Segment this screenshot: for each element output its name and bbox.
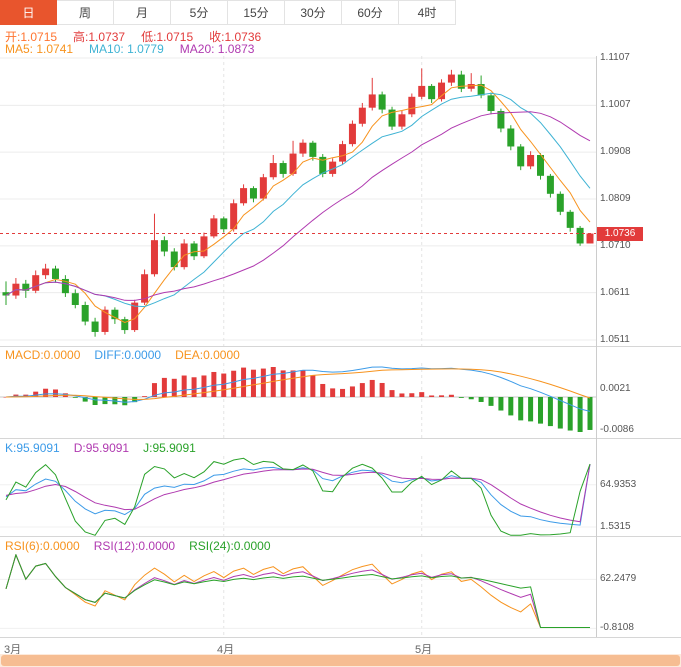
- low-readout: 低:1.0715: [141, 30, 194, 44]
- dea-readout: DEA:0.0000: [175, 348, 240, 362]
- macd-histogram: [3, 367, 593, 432]
- rsi24-readout: RSI(24):0.0000: [189, 539, 271, 553]
- candlesticks: [2, 68, 594, 337]
- kdj-canvas: [0, 456, 596, 536]
- high-readout: 高:1.0737: [73, 30, 126, 44]
- d-readout: D:95.9091: [73, 441, 130, 455]
- y-axis-label: 1.0908: [600, 146, 631, 158]
- panel-divider: [0, 346, 681, 347]
- y-axis-label: -0.8108: [600, 622, 634, 634]
- y-axis-label: 1.0511: [600, 334, 630, 345]
- y-axis-label: 1.0809: [600, 193, 631, 204]
- main-candlestick-chart[interactable]: [0, 56, 596, 351]
- rsi-y-axis: 62.2479 -0.8108: [597, 554, 681, 637]
- k-line: [5, 464, 591, 526]
- x-axis-label-may: 5月: [415, 644, 433, 656]
- tab-4hour[interactable]: 4时: [399, 0, 456, 25]
- macd-canvas: [0, 363, 596, 438]
- macd-panel[interactable]: [0, 363, 596, 443]
- x-axis-label-april: 4月: [217, 644, 235, 656]
- ma5-line: [5, 84, 591, 324]
- kdj-panel[interactable]: [0, 456, 596, 541]
- j-line: [5, 457, 591, 536]
- rsi-header: RSI(6):0.0000 RSI(12):0.0000 RSI(24):0.000…: [5, 539, 285, 553]
- rsi6-line: [5, 553, 590, 628]
- tab-month[interactable]: 月: [114, 0, 171, 25]
- macd-readout: MACD:0.0000: [5, 348, 81, 362]
- ohlc-readout-row: 开:1.0715 高:1.0737 低:1.0715 收:1.0736: [5, 28, 277, 45]
- y-axis-separator: [596, 56, 597, 637]
- macd-y-axis: 0.0021 -0.0086: [597, 363, 681, 438]
- tab-60min[interactable]: 60分: [342, 0, 399, 25]
- open-readout: 开:1.0715: [5, 30, 58, 44]
- tab-day[interactable]: 日: [0, 0, 57, 25]
- k-readout: K:95.9091: [5, 441, 60, 455]
- dea-line: [5, 368, 591, 400]
- kdj-y-axis: 64.9353 1.5315: [597, 456, 681, 536]
- rsi12-line: [5, 553, 590, 628]
- main-y-axis: 1.0736 1.1107 1.1007 1.0908 1.0809 1.0710 1.0…: [597, 52, 681, 346]
- x-axis-label-march: 3月: [4, 644, 22, 656]
- horizontal-scrollbar-thumb[interactable]: [1, 655, 680, 666]
- y-axis-label: 1.1107: [600, 52, 630, 63]
- rsi6-readout: RSI(6):0.0000: [5, 539, 80, 553]
- rsi-panel[interactable]: [0, 553, 596, 642]
- diff-line: [5, 366, 591, 412]
- ma10-readout: MA10: 1.0779: [89, 42, 164, 56]
- j-readout: J:95.9091: [143, 441, 196, 455]
- diff-readout: DIFF:0.0000: [94, 348, 162, 362]
- panel-divider: [0, 637, 681, 638]
- tab-week[interactable]: 周: [57, 0, 114, 25]
- d-line: [5, 464, 591, 523]
- horizontal-scrollbar-track[interactable]: [0, 654, 681, 667]
- rsi24-line: [5, 553, 590, 628]
- y-axis-label: 64.9353: [600, 478, 637, 490]
- ma5-readout: MA5: 1.0741: [5, 42, 74, 56]
- y-axis-label: 1.0710: [600, 239, 631, 251]
- y-axis-label: 1.1007: [600, 99, 631, 111]
- kdj-header: K:95.9091 D:95.9091 J:95.9091: [5, 441, 210, 455]
- macd-header: MACD:0.0000 DIFF:0.0000 DEA:0.0000: [5, 348, 254, 362]
- main-chart-canvas: [0, 56, 596, 346]
- panel-divider: [0, 536, 681, 537]
- rsi12-readout: RSI(12):0.0000: [93, 539, 176, 553]
- y-axis-label: 1.0611: [600, 286, 630, 298]
- ma20-line: [5, 111, 591, 301]
- y-axis-label: 0.0021: [600, 382, 631, 394]
- ma20-readout: MA20: 1.0873: [179, 42, 255, 56]
- close-readout: 收:1.0736: [209, 30, 262, 44]
- y-axis-label: -0.0086: [600, 423, 634, 435]
- y-axis-label: 1.5315: [600, 520, 631, 532]
- y-axis-label: 62.2479: [600, 573, 637, 585]
- period-tabbar: 日周月 5分 15分 30分 60分 4时: [0, 0, 681, 26]
- tab-5min[interactable]: 5分: [171, 0, 228, 25]
- panel-divider: [0, 438, 681, 439]
- ma-readout-row: MA5: 1.0741 MA10: 1.0779 MA20: 1.0873: [5, 42, 270, 56]
- tab-30min[interactable]: 30分: [285, 0, 342, 25]
- rsi-canvas: [0, 553, 596, 637]
- current-price-badge: 1.0736: [597, 226, 643, 241]
- tab-15min[interactable]: 15分: [228, 0, 285, 25]
